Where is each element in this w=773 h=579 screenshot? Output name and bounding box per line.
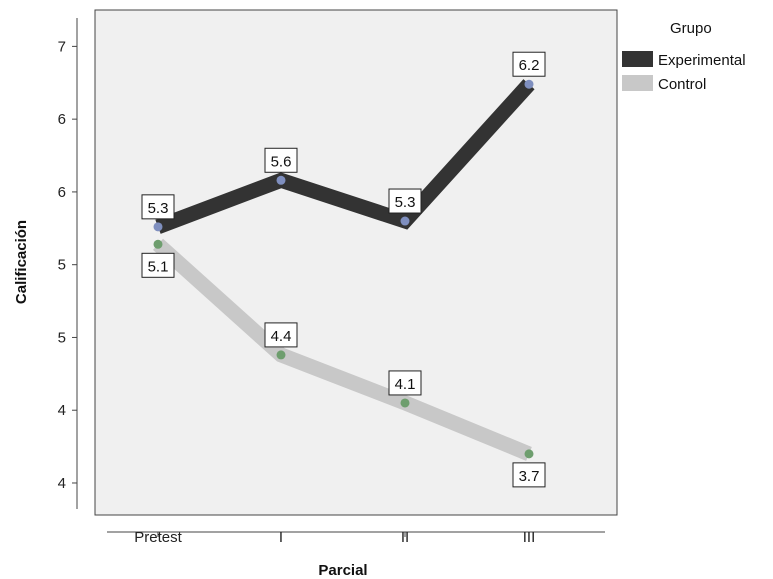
data-point-control	[153, 239, 163, 249]
data-point-experimental	[524, 79, 534, 89]
x-tick-label: I	[279, 529, 283, 546]
legend-title: Grupo	[670, 20, 712, 37]
data-label-control: 5.1	[148, 258, 169, 275]
data-label-experimental: 5.6	[271, 153, 292, 170]
x-axis: Pretest I II III	[107, 529, 605, 546]
x-tick-label: Pretest	[134, 529, 182, 546]
data-point-control	[400, 398, 410, 408]
data-label-control: 4.1	[395, 376, 416, 393]
data-point-experimental	[153, 222, 163, 232]
data-label-control-box	[141, 252, 175, 278]
y-tick-label: 4	[58, 402, 66, 419]
data-label-control: 4.4	[271, 328, 292, 345]
series-line-experimental	[155, 79, 535, 234]
data-point-experimental	[400, 216, 410, 226]
y-tick-label: 6	[58, 184, 66, 201]
data-label-experimental-box	[264, 147, 298, 173]
y-tick-label: 5	[58, 329, 66, 346]
legend-swatch-control	[622, 75, 653, 91]
data-label-control-box	[388, 370, 422, 396]
series-layer	[152, 79, 535, 461]
data-label-experimental: 5.3	[395, 194, 416, 211]
y-axis: 4 4 5 5 6 6 7	[58, 18, 78, 509]
data-label-control-box	[264, 322, 298, 348]
data-label-experimental-box	[388, 188, 422, 214]
legend-label-experimental: Experimental	[658, 52, 746, 69]
data-label-control: 3.7	[519, 468, 540, 485]
legend-swatch-experimental	[622, 51, 653, 67]
data-label-control-box	[512, 462, 546, 488]
x-tick-label: III	[523, 529, 536, 546]
x-tick-label: II	[401, 529, 409, 546]
y-axis-title: Calificación	[13, 220, 30, 304]
data-point-experimental	[276, 175, 286, 185]
data-label-experimental-box	[512, 51, 546, 77]
data-label-experimental: 5.3	[148, 200, 169, 217]
data-label-experimental-box	[141, 194, 175, 220]
y-tick-label: 7	[58, 38, 66, 55]
data-label-layer: 5.3 5.6 5.3 6.2 5.1 4.4 4.1 3.7	[141, 51, 546, 488]
y-tick-label: 4	[58, 475, 66, 492]
y-tick-label: 5	[58, 257, 66, 274]
data-point-control	[524, 449, 534, 459]
legend-label-control: Control	[658, 76, 706, 93]
series-line-control	[152, 238, 532, 461]
data-point-control	[276, 350, 286, 360]
x-axis-title: Parcial	[318, 562, 367, 579]
legend: Grupo Experimental Control	[622, 20, 746, 93]
y-tick-label: 6	[58, 111, 66, 128]
data-label-experimental: 6.2	[519, 57, 540, 74]
